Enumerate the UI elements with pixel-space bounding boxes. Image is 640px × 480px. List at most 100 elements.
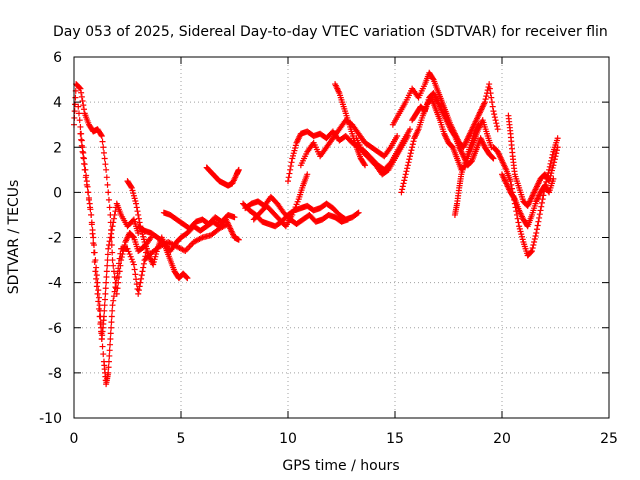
data-point [102, 290, 109, 297]
data-point [135, 215, 142, 222]
data-point [128, 183, 135, 190]
data-point [546, 166, 553, 173]
data-point [285, 178, 291, 185]
data-point [289, 211, 296, 218]
data-point [112, 284, 119, 291]
data-point [492, 117, 499, 124]
data-point [109, 307, 116, 314]
data-point [290, 209, 297, 216]
data-point [102, 285, 109, 292]
data-point [130, 192, 137, 199]
data-point [546, 163, 553, 170]
data-point [71, 108, 78, 115]
data-arc [409, 90, 497, 169]
data-point [528, 248, 535, 255]
data-point [287, 163, 294, 170]
y-axis-label: SDTVAR / TECUs [6, 180, 22, 295]
data-point [78, 137, 85, 144]
data-point [106, 238, 113, 245]
x-tick-label: 5 [177, 431, 186, 447]
data-point [75, 110, 82, 117]
y-tick-label: -10 [39, 411, 62, 427]
data-point [490, 155, 497, 162]
data-point [115, 260, 122, 267]
data-point [491, 111, 498, 118]
data-point [451, 131, 458, 138]
data-point [291, 147, 298, 154]
data-point [109, 223, 116, 230]
data-point [105, 189, 112, 196]
data-point [517, 228, 524, 235]
data-point [407, 150, 414, 157]
data-point [150, 261, 157, 268]
data-point [102, 161, 109, 168]
y-tick-label: 4 [53, 95, 62, 111]
data-point [535, 218, 542, 225]
data-point [109, 302, 116, 309]
data-point [108, 313, 115, 320]
data-point [287, 166, 294, 173]
data-point [483, 93, 490, 100]
data-point [84, 189, 91, 196]
data-point [153, 251, 160, 258]
data-point [408, 147, 415, 154]
data-point [85, 196, 92, 203]
data-point [104, 257, 111, 264]
data-point [115, 265, 122, 272]
data-arc [353, 132, 411, 178]
data-point [83, 181, 90, 188]
data-point [105, 358, 112, 365]
data-point [507, 178, 514, 185]
data-point [79, 148, 86, 155]
data-point [489, 99, 496, 106]
data-point [116, 255, 123, 262]
data-point [537, 207, 544, 214]
data-point [553, 147, 560, 154]
data-point [113, 275, 120, 282]
data-point [531, 239, 538, 246]
data-point [533, 226, 540, 233]
data-point [514, 215, 521, 222]
data-point [106, 352, 113, 359]
data-point [235, 236, 242, 243]
data-point [104, 251, 111, 258]
data-point [98, 132, 105, 139]
data-point [104, 262, 111, 269]
data-point [137, 279, 144, 286]
data-point [78, 89, 85, 96]
data-arc [242, 193, 351, 227]
data-point [113, 279, 120, 286]
data-point [76, 84, 83, 91]
data-point [404, 165, 411, 172]
data-point [536, 211, 543, 218]
data-point [518, 233, 525, 240]
data-point [516, 225, 523, 232]
data-point [550, 162, 557, 169]
data-point [294, 198, 301, 205]
data-point [95, 305, 102, 312]
data-point [486, 85, 493, 92]
data-point [131, 266, 138, 273]
data-point [80, 160, 87, 167]
data-arc [505, 112, 561, 209]
data-point [79, 97, 86, 104]
x-tick-label: 0 [70, 431, 79, 447]
data-point [81, 166, 88, 173]
x-tick-label: 15 [386, 431, 404, 447]
data-point [95, 294, 102, 301]
data-point [494, 126, 501, 133]
data-point [77, 85, 84, 92]
data-point [98, 131, 105, 138]
data-point [93, 264, 100, 271]
x-tick-label: 20 [493, 431, 511, 447]
data-point [406, 126, 413, 133]
data-point [131, 195, 138, 202]
data-point [140, 233, 147, 240]
data-point [286, 170, 293, 177]
data-point [101, 307, 108, 314]
data-point [77, 123, 84, 130]
data-point [105, 364, 112, 371]
data-point [399, 186, 406, 193]
